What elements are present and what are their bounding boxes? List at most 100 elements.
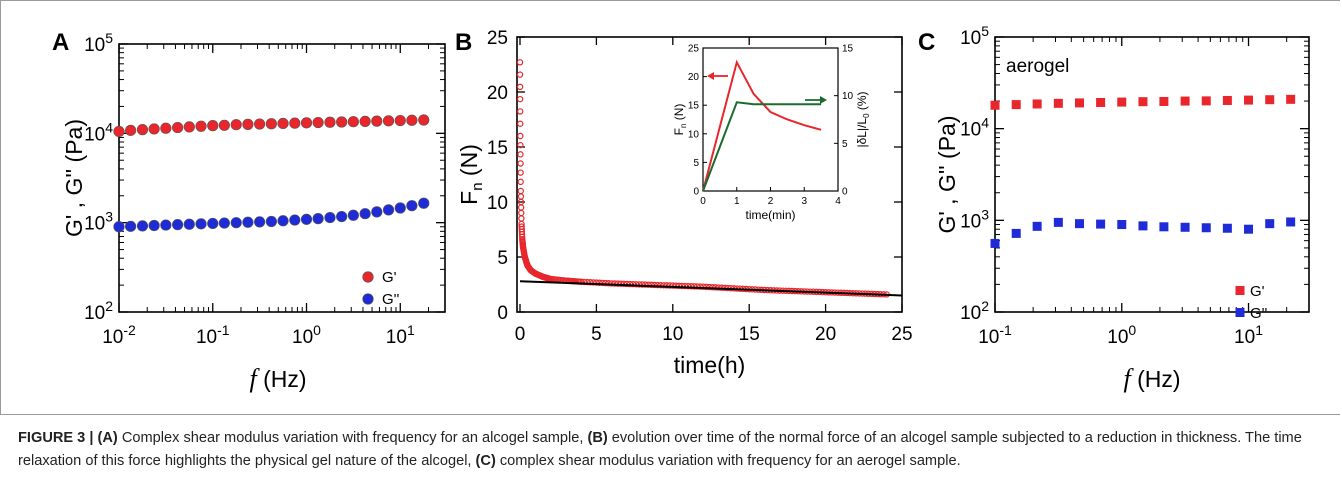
x-axis-title: time(h): [674, 352, 746, 378]
data-point: [675, 282, 683, 290]
panel-letter-a: A: [52, 29, 69, 56]
data-point: [678, 282, 686, 290]
data-point: [382, 115, 395, 127]
data-point: [277, 215, 289, 227]
data-point: [639, 281, 646, 288]
data-point: [172, 219, 184, 231]
data-point: [347, 209, 359, 221]
caption-tag-c: (C): [475, 453, 496, 469]
data-point: [516, 95, 524, 103]
inset-y2-tick-label: 15: [842, 44, 854, 55]
inset-x-tick-label: 4: [835, 196, 841, 207]
data-point: [300, 213, 313, 225]
y-tick-label: 102: [84, 298, 113, 324]
inset-y-tick-label: 0: [693, 187, 699, 198]
x-tick-label: 101: [1234, 322, 1263, 348]
data-point: [690, 283, 698, 290]
inset-y2-tick-label: 10: [842, 91, 854, 102]
data-point: [663, 282, 670, 289]
data-point: [517, 141, 524, 149]
data-point: [1201, 223, 1211, 233]
inset-y-tick-label: 15: [688, 101, 700, 112]
caption-tag-b: (B): [587, 430, 608, 446]
data-point: [195, 120, 207, 132]
data-point: [289, 214, 301, 226]
data-point: [172, 121, 184, 134]
caption-text-a: Complex shear modulus variation with fre…: [117, 430, 588, 446]
data-point: [1096, 219, 1106, 229]
data-point: [336, 116, 348, 128]
data-point: [1222, 95, 1232, 105]
y-tick-label: 5: [497, 248, 508, 269]
inset-x-title: time(min): [746, 208, 796, 222]
inset-frame: [702, 47, 839, 192]
data-point: [254, 118, 266, 130]
data-point: [517, 120, 524, 127]
data-point: [300, 117, 313, 129]
data-point: [517, 187, 524, 195]
data-point: [648, 281, 655, 289]
inset-x-tick-label: 1: [734, 196, 740, 207]
data-point: [1074, 219, 1084, 229]
data-point: [1011, 228, 1021, 238]
y-tick-label: 102: [960, 298, 989, 324]
y-tick-label: 15: [487, 138, 508, 159]
x-tick-label: 10: [662, 324, 683, 345]
data-point: [207, 120, 219, 132]
data-point: [394, 114, 406, 127]
data-point: [626, 280, 634, 288]
data-point: [1222, 223, 1232, 233]
x-tick-label: 100: [1107, 322, 1136, 348]
fit-line: [519, 280, 903, 297]
inset-x-tick-label: 2: [768, 196, 774, 207]
data-point: [517, 108, 524, 115]
data-point: [706, 283, 713, 291]
data-point: [517, 178, 524, 186]
data-point: [623, 280, 631, 288]
data-point: [518, 209, 525, 217]
x-tick-label: 10-1: [978, 322, 1012, 348]
data-point: [614, 280, 621, 287]
data-point: [1244, 95, 1254, 105]
x-tick-label: 5: [591, 324, 602, 345]
y-tick-label: 105: [960, 23, 989, 49]
panel-a-frame: [118, 43, 446, 313]
data-point: [590, 279, 597, 286]
x-tick-label: 20: [815, 324, 836, 345]
y-tick-label: 0: [497, 303, 508, 324]
data-point: [620, 280, 628, 288]
data-point: [324, 116, 336, 128]
data-point: [632, 281, 640, 288]
x-tick-label: 101: [386, 322, 415, 348]
x-tick-label: 10-1: [196, 322, 230, 348]
data-point: [1159, 222, 1169, 232]
data-point: [666, 282, 673, 289]
data-point: [517, 204, 525, 211]
data-point: [1201, 96, 1211, 106]
panel-b-frame: [516, 36, 903, 313]
y-axis-title: Fn (N): [456, 144, 486, 205]
data-point: [1032, 99, 1042, 109]
legend-marker: [1235, 308, 1245, 317]
data-point: [336, 210, 348, 223]
data-point: [148, 123, 160, 135]
data-point: [382, 204, 395, 216]
data-point: [1117, 97, 1127, 107]
data-point: [207, 217, 219, 230]
inset-y2-tick-label: 0: [842, 187, 848, 198]
data-point: [312, 116, 324, 129]
data-point: [160, 219, 172, 231]
data-point: [517, 193, 525, 200]
data-point: [629, 280, 637, 288]
x-tick-label: 15: [739, 324, 760, 345]
data-point: [651, 281, 658, 289]
data-point: [371, 115, 383, 127]
data-point: [694, 283, 701, 290]
data-point: [1138, 221, 1148, 231]
data-point: [518, 215, 525, 222]
data-point: [113, 221, 125, 233]
data-point: [418, 197, 430, 209]
data-point: [657, 281, 664, 289]
data-point: [605, 280, 612, 287]
